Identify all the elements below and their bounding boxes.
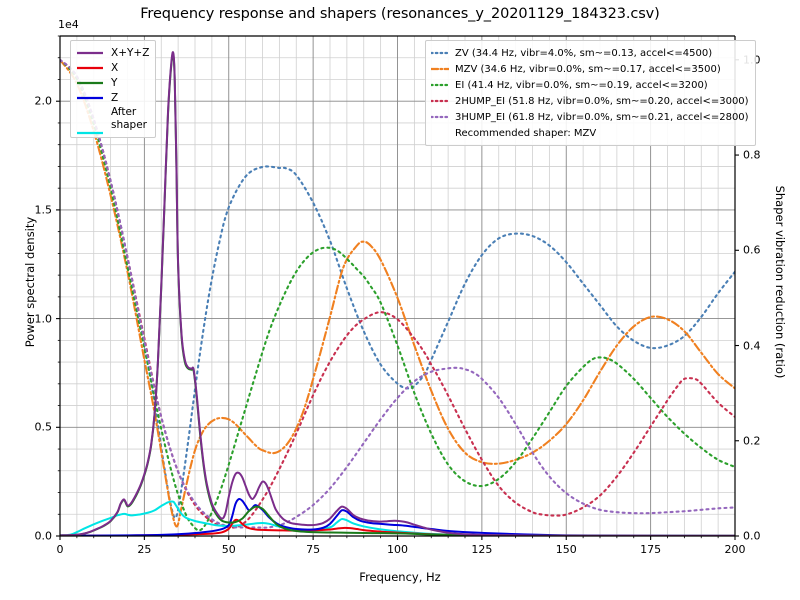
legend-label-after-shaper-line1: After [111, 106, 137, 118]
line-swatch-ei [431, 79, 449, 91]
x-tick-label: 125 [471, 543, 493, 556]
shaper-curves [60, 58, 735, 532]
shaper-curve-ei [60, 58, 735, 532]
legend-label-z: Z [111, 91, 119, 104]
legend-label-ei: EI (41.4 Hz, vibr=0.0%, sm~=0.19, accel<… [455, 79, 708, 91]
x-axis-label: Frequency, Hz [359, 570, 441, 584]
shaper-legend: ZV (34.4 Hz, vibr=4.0%, sm~=0.13, accel<… [425, 40, 756, 146]
x-tick-label: 200 [724, 543, 746, 556]
line-swatch-x [76, 62, 104, 74]
y-tick-label-left: 2.0 [34, 94, 53, 108]
line-swatch-z [76, 92, 104, 104]
psd-curve-x-y-z [60, 51, 735, 536]
legend-item-z: Z [76, 90, 149, 105]
series-legend: X+Y+Z X Y Z After shaper [70, 40, 157, 138]
line-swatch-zv [431, 47, 449, 59]
x-tick-label: 175 [640, 543, 662, 556]
shaper-curve-3hump-ei [60, 58, 735, 529]
legend-label-zv: ZV (34.4 Hz, vibr=4.0%, sm~=0.13, accel<… [455, 47, 713, 59]
page-title: Frequency response and shapers (resonanc… [140, 6, 660, 22]
line-swatch-2hump-ei [431, 95, 449, 107]
recommended-shaper-note: Recommended shaper: MZV [455, 127, 597, 139]
y-axis-label-right: Shaper vibration reduction (ratio) [773, 185, 787, 379]
legend-item-xyz: X+Y+Z [76, 45, 149, 60]
line-swatch-after-shaper [76, 113, 104, 135]
y-axis-offset-text: 1e4 [58, 18, 79, 31]
psd-curves [60, 51, 735, 536]
legend-item-3hump-ei: 3HUMP_EI (61.8 Hz, vibr=0.0%, sm~=0.21, … [431, 109, 749, 125]
legend-label-after-shaper: After shaper [111, 106, 147, 132]
legend-item-y: Y [76, 75, 149, 90]
line-swatch-y [76, 77, 104, 89]
legend-label-3hump-ei: 3HUMP_EI (61.8 Hz, vibr=0.0%, sm~=0.21, … [455, 111, 749, 123]
y-tick-label-left: 1.0 [34, 312, 53, 326]
legend-label-after-shaper-line2: shaper [111, 119, 148, 131]
x-tick-label: 50 [221, 543, 236, 556]
legend-item-after-shaper: After shaper [76, 105, 149, 135]
y-tick-label-left: 0.0 [34, 529, 53, 543]
legend-label-xyz: X+Y+Z [111, 46, 150, 59]
y-tick-label-left: 1.5 [34, 203, 53, 217]
tick-marks [56, 35, 739, 540]
legend-item-2hump-ei: 2HUMP_EI (51.8 Hz, vibr=0.0%, sm~=0.20, … [431, 93, 749, 109]
legend-item-x: X [76, 60, 149, 75]
y-tick-label-right: 0.8 [743, 148, 761, 162]
y-tick-label-right: 0.0 [743, 529, 761, 543]
x-tick-label: 75 [306, 543, 321, 556]
shaper-curve-mzv [60, 58, 735, 528]
x-tick-label: 100 [387, 543, 408, 556]
legend-item-zv: ZV (34.4 Hz, vibr=4.0%, sm~=0.13, accel<… [431, 45, 749, 61]
y-tick-label-right: 0.2 [743, 434, 761, 448]
y-tick-label-right: 0.4 [743, 339, 761, 353]
legend-label-x: X [111, 61, 119, 74]
legend-item-ei: EI (41.4 Hz, vibr=0.0%, sm~=0.19, accel<… [431, 77, 749, 93]
psd-curve-after-shaper [60, 500, 735, 536]
y-tick-label-left: 0.5 [34, 420, 53, 434]
line-swatch-mzv [431, 63, 449, 75]
line-swatch-xyz [76, 47, 104, 59]
x-tick-label: 0 [56, 543, 64, 556]
legend-item-mzv: MZV (34.6 Hz, vibr=0.0%, sm~=0.17, accel… [431, 61, 749, 77]
legend-label-y: Y [111, 76, 118, 89]
y-tick-label-right: 0.6 [743, 243, 761, 257]
x-tick-label: 150 [555, 543, 577, 556]
psd-curve-z [60, 497, 735, 536]
legend-label-mzv: MZV (34.6 Hz, vibr=0.0%, sm~=0.17, accel… [455, 63, 721, 75]
line-swatch-3hump-ei [431, 111, 449, 123]
legend-label-2hump-ei: 2HUMP_EI (51.8 Hz, vibr=0.0%, sm~=0.20, … [455, 95, 749, 107]
x-tick-label: 25 [137, 543, 152, 556]
